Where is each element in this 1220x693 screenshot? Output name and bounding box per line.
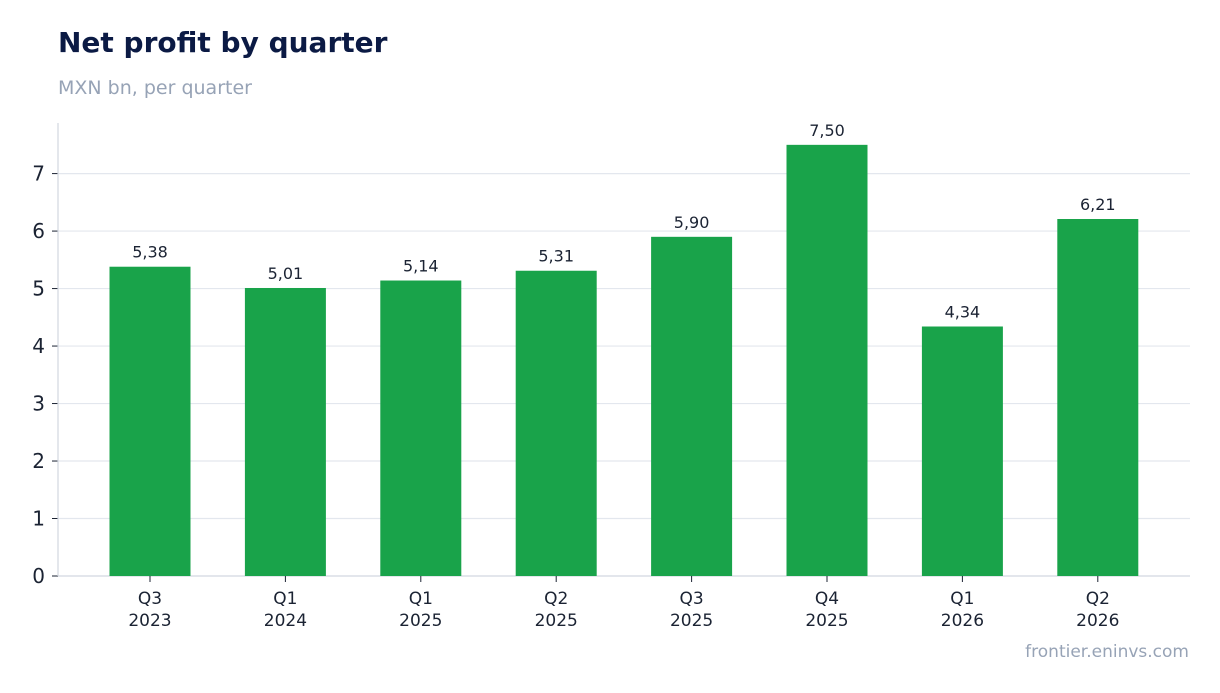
source-link[interactable]: frontier.eninvs.com [1025, 642, 1189, 662]
bar [921, 326, 1003, 576]
bar [1057, 219, 1139, 576]
x-tick-label-year: 2025 [805, 611, 848, 631]
x-tick-label-year: 2025 [670, 611, 713, 631]
x-tick-label-quarter: Q3 [679, 589, 703, 609]
x-tick-label-year: 2025 [535, 611, 578, 631]
bar [786, 144, 868, 576]
x-tick-label-quarter: Q3 [138, 589, 162, 609]
y-tick-label: 3 [32, 392, 45, 416]
y-tick-label: 4 [32, 334, 45, 358]
chart-subtitle: MXN bn, per quarter [58, 77, 252, 99]
data-label: 7,50 [809, 121, 845, 140]
bar [244, 287, 326, 576]
bar [515, 270, 597, 576]
x-tick-label-year: 2025 [399, 611, 442, 631]
x-tick-label-quarter: Q2 [544, 589, 568, 609]
x-tick-label-quarter: Q1 [273, 589, 297, 609]
y-tick-label: 7 [32, 162, 45, 186]
data-label: 4,34 [945, 303, 981, 322]
bar [651, 236, 733, 576]
bar [109, 266, 191, 576]
data-label: 5,38 [132, 243, 168, 262]
y-tick-label: 6 [32, 219, 45, 243]
x-tick-label-quarter: Q1 [409, 589, 433, 609]
y-tick-label: 0 [32, 564, 45, 588]
x-tick-label-year: 2026 [941, 611, 984, 631]
x-tick-label-quarter: Q2 [1086, 589, 1110, 609]
x-tick-label-quarter: Q4 [815, 589, 839, 609]
x-tick-label-year: 2024 [264, 611, 307, 631]
data-label: 5,14 [403, 257, 439, 276]
data-label: 5,01 [268, 264, 304, 283]
y-tick-label: 1 [32, 507, 45, 531]
y-tick-label: 2 [32, 449, 45, 473]
y-tick-label: 5 [32, 277, 45, 301]
x-tick-label-year: 2023 [128, 611, 171, 631]
data-label: 6,21 [1080, 195, 1116, 214]
x-tick-label-year: 2026 [1076, 611, 1119, 631]
data-label: 5,31 [538, 247, 574, 266]
bar [380, 280, 462, 576]
data-label: 5,90 [674, 213, 710, 232]
chart-title: Net profit by quarter [58, 26, 388, 59]
x-tick-label-quarter: Q1 [950, 589, 974, 609]
